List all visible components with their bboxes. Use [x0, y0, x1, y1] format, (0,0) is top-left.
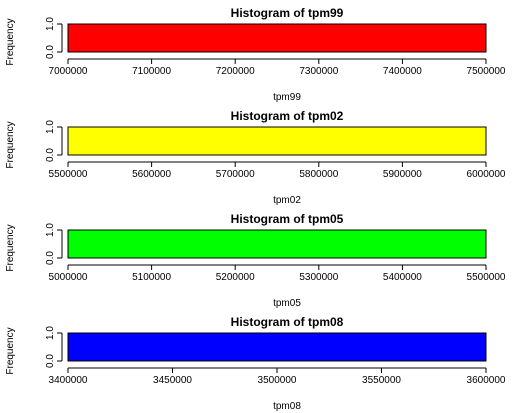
x-tick-label: 7300000	[299, 66, 338, 77]
y-tick-label: 0.0	[45, 354, 56, 368]
x-tick-label: 5000000	[49, 272, 88, 283]
y-tick-label: 1.0	[45, 17, 56, 31]
y-axis-label: Frequency	[5, 327, 16, 374]
chart-title: Histogram of tpm05	[231, 212, 344, 226]
x-axis-label: tpm02	[273, 195, 301, 206]
x-tick-label: 5100000	[132, 272, 171, 283]
x-tick-label: 7500000	[467, 66, 506, 77]
x-axis-label: tpm05	[273, 298, 301, 309]
histogram-bar	[67, 23, 487, 53]
y-axis-label: Frequency	[5, 121, 16, 168]
chart-title: Histogram of tpm99	[231, 6, 344, 20]
chart-title: Histogram of tpm08	[231, 315, 344, 329]
x-tick-label: 7000000	[49, 66, 88, 77]
x-axis-label: tpm08	[273, 401, 301, 412]
x-tick-label: 7100000	[132, 66, 171, 77]
histogram-panel: Histogram of tpm02 5500000 5600000 5700000 5…	[5, 109, 506, 206]
y-axis-label: Frequency	[5, 224, 16, 271]
x-tick-label: 3400000	[49, 375, 88, 386]
x-tick-label: 7200000	[216, 66, 255, 77]
histogram-panel: Histogram of tpm99 7000000 7100000 7200000 7…	[5, 6, 506, 103]
y-tick-label: 0.0	[45, 45, 56, 59]
chart-title: Histogram of tpm02	[231, 109, 344, 123]
histogram-panel: Histogram of tpm05 5000000 5100000 5200000 5…	[5, 212, 506, 309]
x-tick-label: 3550000	[362, 375, 401, 386]
x-tick-label: 5200000	[216, 272, 255, 283]
x-tick-label: 3450000	[153, 375, 192, 386]
x-axis-label: tpm99	[273, 92, 301, 103]
x-tick-label: 5700000	[216, 169, 255, 180]
x-tick-label: 5800000	[299, 169, 338, 180]
x-tick-label: 5500000	[467, 272, 506, 283]
x-tick-label: 5600000	[132, 169, 171, 180]
histogram-bar	[67, 229, 487, 259]
histogram-bar	[67, 126, 487, 156]
histogram-panel: Histogram of tpm08 3400000 3450000 3500000 3…	[5, 315, 506, 412]
x-tick-label: 5400000	[383, 272, 422, 283]
y-tick-label: 0.0	[45, 148, 56, 162]
x-tick-label: 3600000	[467, 375, 506, 386]
histogram-bar	[67, 332, 487, 362]
y-tick-label: 0.0	[45, 251, 56, 265]
x-tick-label: 5300000	[299, 272, 338, 283]
x-tick-label: 6000000	[467, 169, 506, 180]
x-tick-label: 7400000	[383, 66, 422, 77]
x-tick-label: 5900000	[383, 169, 422, 180]
y-axis-label: Frequency	[5, 18, 16, 65]
y-tick-label: 1.0	[45, 120, 56, 134]
x-tick-label: 5500000	[49, 169, 88, 180]
y-tick-label: 1.0	[45, 326, 56, 340]
x-tick-label: 3500000	[258, 375, 297, 386]
y-tick-label: 1.0	[45, 223, 56, 237]
